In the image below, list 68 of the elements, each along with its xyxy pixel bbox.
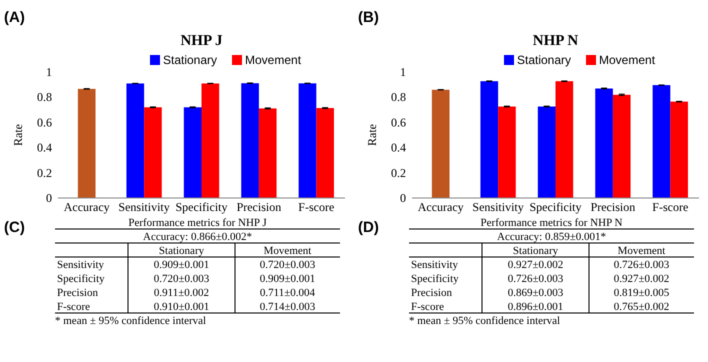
- text: 0.910±0.001: [154, 301, 210, 313]
- x-tick-label: Precision: [236, 200, 282, 214]
- category-label: Specificity: [411, 273, 459, 285]
- y-tick-label: 0: [46, 191, 52, 205]
- text: Movement: [264, 245, 312, 257]
- chart-title: NHP N: [532, 33, 578, 49]
- text: Accuracy: 0.859±0.001*: [497, 231, 606, 243]
- x-tick-label: Sensitivity: [118, 200, 170, 214]
- category-label: Precision: [57, 287, 98, 299]
- category-label: F-score: [411, 301, 444, 313]
- y-tick-label: 0.8: [391, 90, 406, 104]
- x-tick-label: Precision: [590, 200, 636, 214]
- y-tick-label: 0.2: [37, 166, 52, 180]
- legend-label: Movement: [599, 53, 656, 67]
- y-tick-label: 0.6: [391, 115, 406, 130]
- text: 0.896±0.001: [508, 301, 564, 313]
- x-tick-label: Specificity: [176, 200, 228, 214]
- text: 0.720±0.003: [260, 259, 316, 271]
- y-tick-label: 0.2: [391, 166, 406, 180]
- category-label: Sensitivity: [411, 259, 458, 271]
- text: Stationary: [512, 245, 558, 257]
- y-axis-title: Rate: [11, 124, 25, 146]
- y-tick-label: 1: [46, 65, 52, 79]
- chart-title: NHP J: [180, 33, 224, 49]
- y-tick-label: 1: [400, 65, 406, 79]
- text: Performance metrics for NHP J: [128, 217, 268, 229]
- y-tick-label: 0.4: [391, 140, 406, 155]
- y-tick-label: 0.6: [37, 115, 52, 130]
- text: 0.869±0.003: [508, 287, 564, 299]
- text: 0.711±0.004: [260, 287, 316, 299]
- text: Performance metrics for NHP N: [480, 217, 623, 229]
- x-tick-label: Accuracy: [418, 200, 464, 214]
- text: Stationary: [158, 245, 204, 257]
- text: (D): [358, 219, 379, 236]
- category-label: Specificity: [57, 273, 105, 285]
- category-label: F-score: [57, 301, 90, 313]
- text: Accuracy: 0.866±0.002*: [143, 231, 252, 243]
- category-label: Precision: [411, 287, 452, 299]
- y-tick-label: 0.8: [37, 90, 52, 104]
- x-tick-label: Specificity: [530, 200, 582, 214]
- category-label: Sensitivity: [57, 259, 104, 271]
- text: (B): [358, 9, 379, 26]
- legend-label: Stationary: [517, 53, 572, 67]
- text: 0.911±0.002: [154, 287, 210, 299]
- x-tick-label: Sensitivity: [472, 200, 524, 214]
- text: Movement: [618, 245, 666, 257]
- x-tick-label: F-score: [652, 200, 688, 214]
- x-tick-label: Accuracy: [64, 200, 110, 214]
- text: 0.927±0.002: [508, 259, 564, 271]
- text: 0.720±0.003: [154, 273, 210, 285]
- x-tick-label: F-score: [298, 200, 334, 214]
- legend-label: Stationary: [163, 53, 218, 67]
- text: 0.726±0.003: [614, 259, 670, 271]
- text: 0.819±0.005: [614, 287, 670, 299]
- text: 0.927±0.002: [614, 273, 670, 285]
- text: * mean ± 95% confidence interval: [55, 315, 206, 327]
- text: 0.714±0.003: [260, 301, 316, 313]
- text: 0.765±0.002: [614, 301, 670, 313]
- text: 0.909±0.001: [260, 273, 316, 285]
- text: 0.909±0.001: [154, 259, 210, 271]
- text: 0.726±0.003: [508, 273, 564, 285]
- y-tick-label: 0.4: [37, 140, 52, 155]
- y-axis-title: Rate: [365, 124, 379, 146]
- text: (C): [4, 219, 25, 236]
- y-tick-label: 0: [400, 191, 406, 205]
- text: (A): [4, 9, 25, 26]
- legend-label: Movement: [245, 53, 302, 67]
- text: * mean ± 95% confidence interval: [409, 315, 560, 327]
